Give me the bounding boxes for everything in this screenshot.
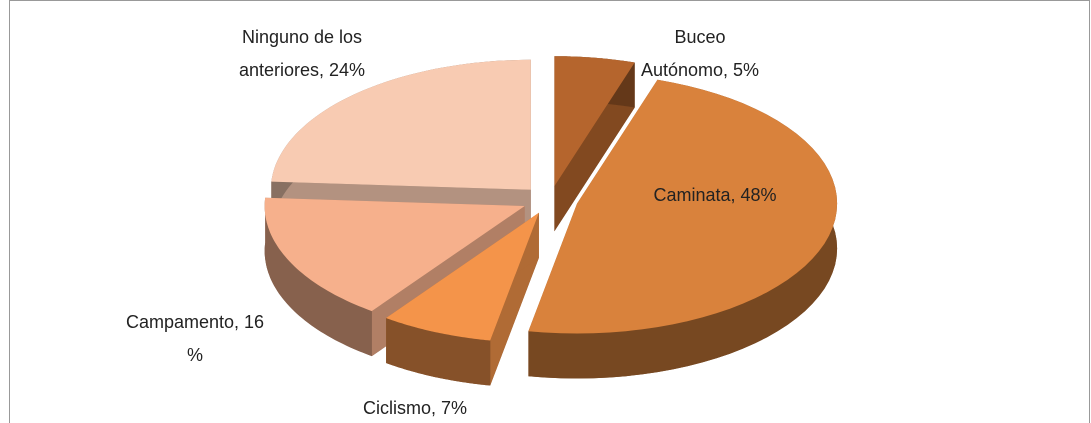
- data-label: Buceo: [674, 27, 725, 47]
- slice: [554, 56, 635, 232]
- slice-top: [528, 79, 838, 334]
- data-label: Ciclismo, 7%: [363, 398, 467, 418]
- slice: [386, 212, 539, 386]
- data-label: Autónomo, 5%: [641, 60, 759, 80]
- data-label: anteriores, 24%: [239, 60, 365, 80]
- data-label: Caminata, 48%: [653, 185, 776, 205]
- slice-wall: [264, 197, 372, 357]
- slice-top: [271, 59, 531, 190]
- slice: [528, 79, 838, 379]
- data-label: Campamento, 16: [126, 312, 264, 332]
- slice-top: [554, 56, 635, 187]
- data-label: %: [187, 345, 203, 365]
- data-label: Ninguno de los: [242, 27, 362, 47]
- slice-top: [264, 197, 525, 312]
- slice-top: [386, 212, 539, 341]
- slice-wall: [386, 318, 491, 386]
